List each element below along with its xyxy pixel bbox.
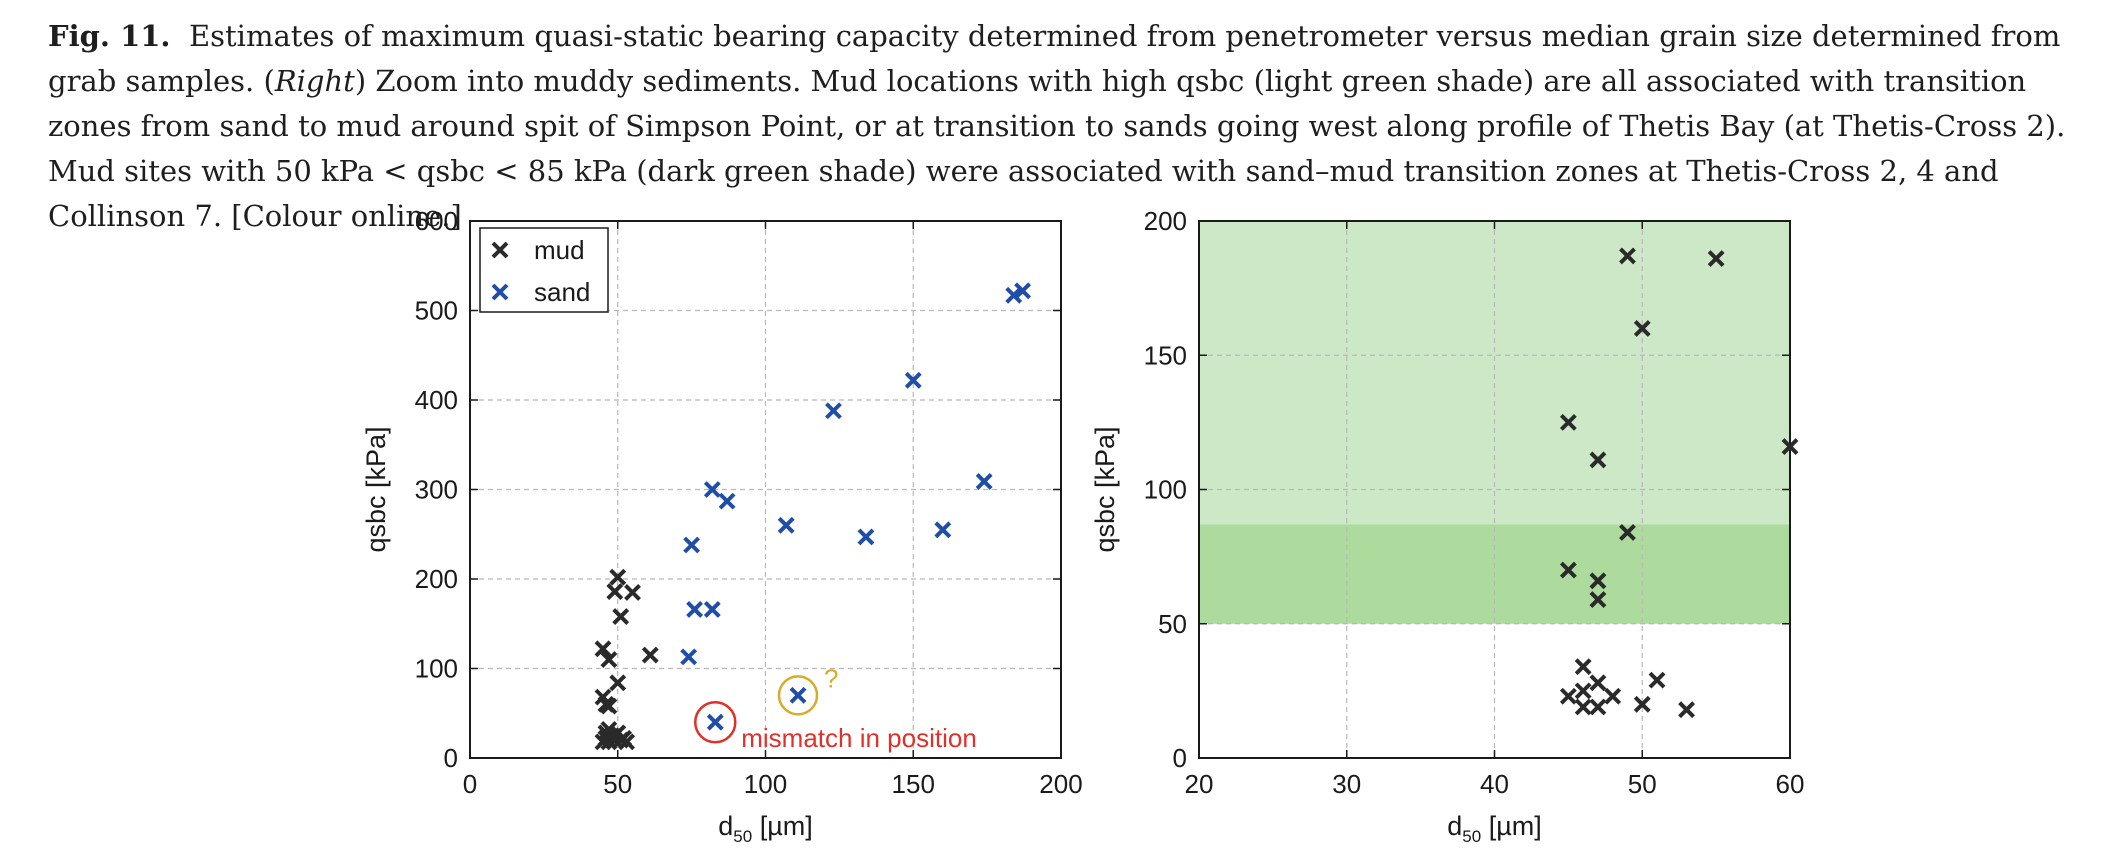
data-point-mud <box>1559 413 1577 431</box>
legend-marker-sand <box>491 283 509 301</box>
x-axis-label: d50 [µm] <box>1447 811 1542 846</box>
data-point-mud <box>1781 438 1799 455</box>
mismatch-circle <box>694 700 737 744</box>
legend: mud sand <box>479 227 609 313</box>
annotation-question-mark: ? <box>824 663 838 693</box>
y-tick-label: 200 <box>415 564 458 594</box>
x-tick-label: 40 <box>1480 769 1509 799</box>
y-tick-label: 150 <box>1144 340 1187 370</box>
x-axis-label: d50 [µm] <box>718 811 813 846</box>
x-tick-label: 50 <box>603 769 632 799</box>
data-point-mud <box>1619 247 1636 265</box>
data-point-mud <box>1574 682 1592 700</box>
legend-label-mud: mud <box>534 235 585 265</box>
figure-caption: Fig. 11. Estimates of maximum quasi-stat… <box>48 14 2088 239</box>
data-point-mud <box>1589 591 1607 608</box>
annotation-mismatch: mismatch in position <box>741 723 977 753</box>
data-point-sand <box>777 516 795 534</box>
y-tick-label: 500 <box>415 296 458 326</box>
right-chart: 20 30 40 50 60 0 50 100 150 200 d50 [µm] qsbc [kPa] <box>1090 206 1804 846</box>
x-tick-label: 60 <box>1776 769 1805 799</box>
y-tick-label: 600 <box>415 206 458 236</box>
data-point-mud <box>1574 658 1592 676</box>
caption-text-part1: Estimates of maximum quasi-static bearin… <box>48 19 2061 98</box>
question-circle <box>777 675 819 716</box>
data-point-mud <box>1648 671 1666 689</box>
data-point-mud <box>600 697 618 715</box>
series-sand <box>680 282 1031 731</box>
caption-text-part2: ) Zoom into muddy sediments. Mud locatio… <box>48 64 2066 233</box>
x-tick-label: 200 <box>1039 769 1082 799</box>
data-point-sand <box>686 601 703 618</box>
data-point-mud <box>1633 319 1651 337</box>
data-point-mud <box>1678 701 1695 719</box>
y-tick-label: 300 <box>415 475 458 505</box>
x-tick-label: 50 <box>1628 769 1657 799</box>
data-point-mud <box>1619 524 1636 541</box>
data-point-mud <box>1589 451 1607 469</box>
data-point-mud <box>1604 687 1622 705</box>
y-axis-label: qsbc [kPa] <box>1090 426 1120 552</box>
data-point-sand <box>1014 282 1031 300</box>
data-point-mud <box>1589 572 1607 590</box>
y-tick-label: 100 <box>1144 475 1187 505</box>
data-point-sand <box>789 686 807 704</box>
data-point-mud <box>1574 698 1592 716</box>
y-tick-label: 0 <box>444 743 458 773</box>
data-point-mud <box>612 731 630 749</box>
y-tick-label: 400 <box>415 385 458 415</box>
x-tick-label: 100 <box>744 769 787 799</box>
data-point-mud <box>1559 561 1577 579</box>
data-point-mud <box>612 608 630 626</box>
left-chart: 0 50 100 150 200 0 100 200 300 400 500 600 d50 [µm] q… <box>361 206 1083 846</box>
data-point-sand <box>703 601 721 618</box>
data-point-mud <box>1589 674 1607 692</box>
y-axis-label: qsbc [kPa] <box>361 426 391 552</box>
data-point-mud <box>600 651 618 668</box>
data-point-sand <box>680 648 698 666</box>
data-point-sand <box>934 521 952 539</box>
y-tick-label: 200 <box>1144 206 1187 236</box>
data-point-mud <box>594 640 612 658</box>
y-tick-label: 0 <box>1173 743 1187 773</box>
data-point-sand <box>1005 286 1023 304</box>
figure-label: Fig. 11. <box>48 19 171 53</box>
data-point-mud <box>1589 698 1607 716</box>
data-point-mud <box>609 568 627 586</box>
caption-right-word: Right <box>274 64 355 98</box>
x-tick-label: 20 <box>1185 769 1214 799</box>
y-tick-label: 50 <box>1158 609 1187 639</box>
legend-marker-mud <box>491 241 509 259</box>
series-mud <box>1559 247 1799 719</box>
legend-label-sand: sand <box>534 277 590 307</box>
x-tick-label: 30 <box>1332 769 1361 799</box>
data-point-sand <box>703 481 721 498</box>
data-point-mud <box>641 646 659 664</box>
data-point-mud <box>1707 250 1725 268</box>
data-point-sand <box>904 371 922 389</box>
data-point-sand <box>706 713 724 731</box>
data-point-mud <box>609 674 627 692</box>
data-point-sand <box>975 473 993 490</box>
data-point-mud <box>1559 687 1577 705</box>
data-point-sand <box>825 402 842 420</box>
y-tick-label: 100 <box>415 654 458 684</box>
series-mud <box>594 568 659 751</box>
x-tick-label: 150 <box>892 769 935 799</box>
legend-box <box>479 227 609 313</box>
data-point-mud <box>624 584 641 601</box>
data-point-sand <box>718 492 736 510</box>
data-point-sand <box>857 528 875 546</box>
x-tick-label: 0 <box>463 769 477 799</box>
data-point-sand <box>683 536 701 554</box>
data-point-mud <box>1633 695 1651 713</box>
data-point-mud <box>606 583 624 600</box>
